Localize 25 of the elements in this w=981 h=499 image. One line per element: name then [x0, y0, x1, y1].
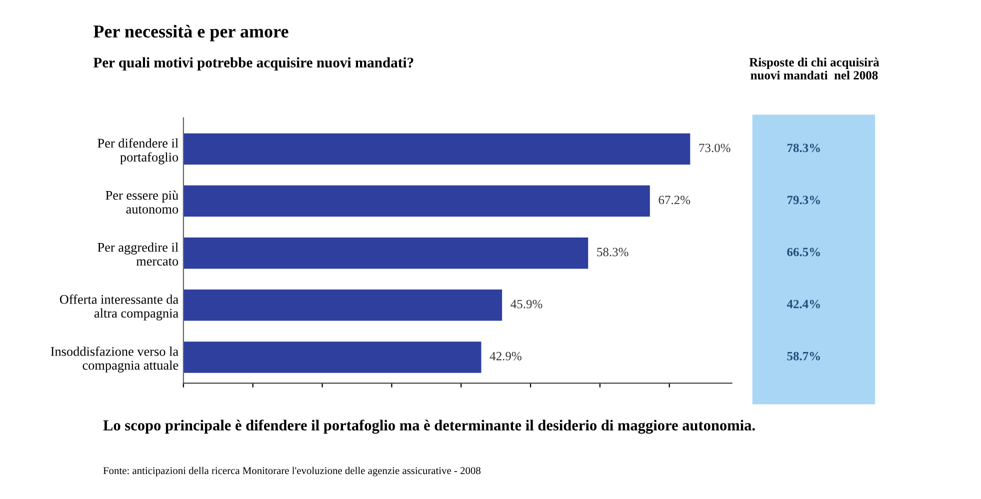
data-label: 45.9% — [510, 300, 542, 308]
bar — [183, 237, 588, 269]
text: Lo scopo principale è difendere il portafoglio ma è determinante il desiderio di maggiore autonomia. — [103, 420, 755, 434]
y-tick-label: Per aggredire il mercato — [98, 242, 178, 266]
text: 78.3% — [787, 144, 820, 152]
text: 42.4% — [786, 300, 820, 308]
y-tick-label: Insoddisfazione verso la compagnia attuale — [50, 346, 178, 372]
text: 79.3% — [787, 196, 820, 204]
data-label: 67.2% — [658, 196, 690, 204]
bar — [183, 185, 650, 217]
bar — [183, 290, 502, 321]
text: 66.5% — [787, 248, 820, 256]
text: Risposte di chi acquisirà nuovi mandati nel 2008 — [749, 58, 880, 80]
chart-subtitle: Per quali motivi potrebbe acquisire nuovi mandati? — [93, 57, 414, 70]
y-tick-label: Offerta interessante da altra compagnia — [60, 294, 178, 320]
data-label: 73.0% — [699, 144, 730, 152]
bar — [183, 133, 690, 165]
chart-title: Per necessità e per amore — [94, 24, 288, 42]
y-tick-label: Per difendere il portafoglio — [98, 138, 178, 164]
text: 58.7% — [787, 352, 820, 360]
data-label: 42.9% — [490, 352, 522, 360]
y-tick-label: Per essere più autonomo — [106, 190, 178, 214]
bar — [183, 342, 482, 373]
data-label: 58.3% — [597, 248, 628, 256]
source-note: Fonte: anticipazioni della ricerca Monitorare l'evoluzione delle agenzie assicurative - 2008 — [103, 466, 480, 476]
